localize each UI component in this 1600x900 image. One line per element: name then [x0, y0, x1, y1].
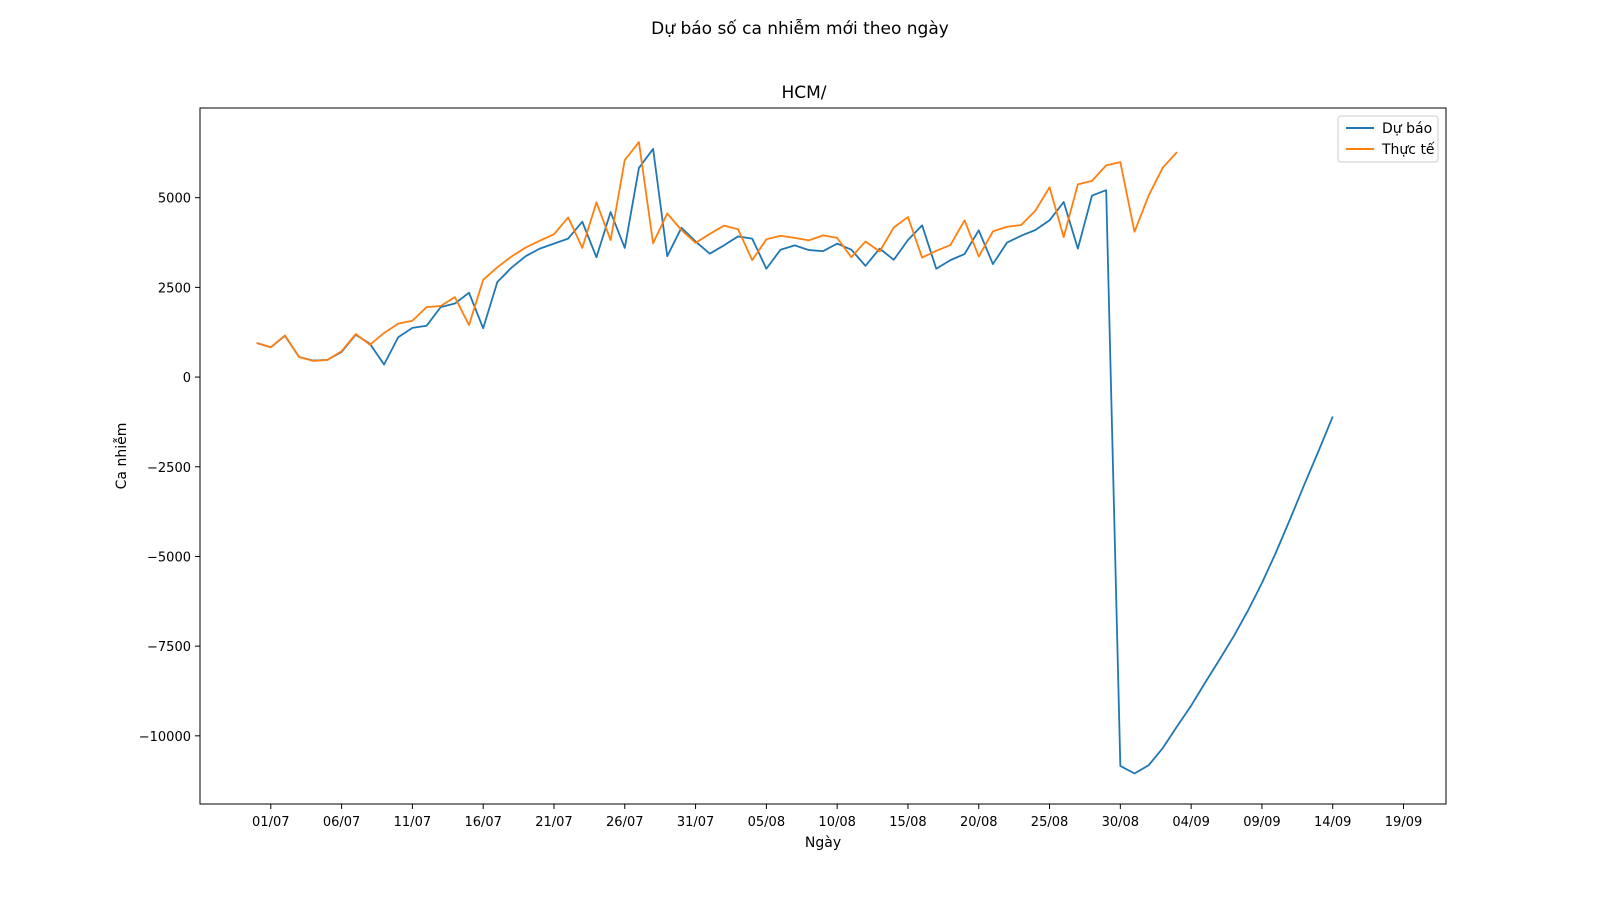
x-tick-label: 15/08	[889, 815, 926, 830]
y-tick-label: 2500	[158, 281, 191, 296]
legend-label-actual: Thực tế	[1381, 141, 1435, 158]
series-layer	[256, 141, 1334, 775]
x-tick-label: 21/07	[535, 815, 572, 830]
y-tick-label: −5000	[147, 550, 191, 565]
legend-label-forecast: Dự báo	[1382, 121, 1432, 137]
x-tick-label: 19/09	[1385, 815, 1422, 830]
x-tick-label: 20/08	[960, 815, 997, 830]
x-tick-label: 26/07	[606, 815, 643, 830]
x-axis-label: Ngày	[805, 835, 841, 851]
x-tick-label: 05/08	[748, 815, 785, 830]
series-line-actual	[256, 141, 1178, 362]
y-tick-label: −7500	[147, 640, 191, 655]
x-tick-label: 06/07	[323, 815, 360, 830]
y-tick-label: 0	[183, 371, 191, 386]
x-tick-label: 10/08	[818, 815, 855, 830]
legend: Dự báo Thực tế	[1337, 115, 1439, 163]
x-tick-label: 31/07	[677, 815, 714, 830]
x-tick-label: 01/07	[252, 815, 289, 830]
x-tick-label: 11/07	[394, 815, 431, 830]
y-axis-label: Ca nhiễm	[113, 423, 130, 490]
y-tick-label: −10000	[139, 730, 191, 745]
figure-suptitle: Dự báo số ca nhiễm mới theo ngày	[651, 18, 949, 39]
plot-area-frame	[199, 107, 1447, 805]
series-line-forecast	[256, 147, 1334, 775]
y-tick-label: −2500	[147, 461, 191, 476]
ticks-layer: 01/07 06/07 11/07 16/07 21/07 26/07 31/07 05/08…	[139, 192, 1423, 830]
y-tick-label: 5000	[158, 192, 191, 207]
x-tick-label: 09/09	[1243, 815, 1280, 830]
x-tick-label: 25/08	[1031, 815, 1068, 830]
x-tick-label: 30/08	[1102, 815, 1139, 830]
x-tick-label: 14/09	[1314, 815, 1351, 830]
x-tick-label: 16/07	[464, 815, 501, 830]
axes-title: HCM/	[781, 83, 826, 103]
x-tick-label: 04/09	[1172, 815, 1209, 830]
